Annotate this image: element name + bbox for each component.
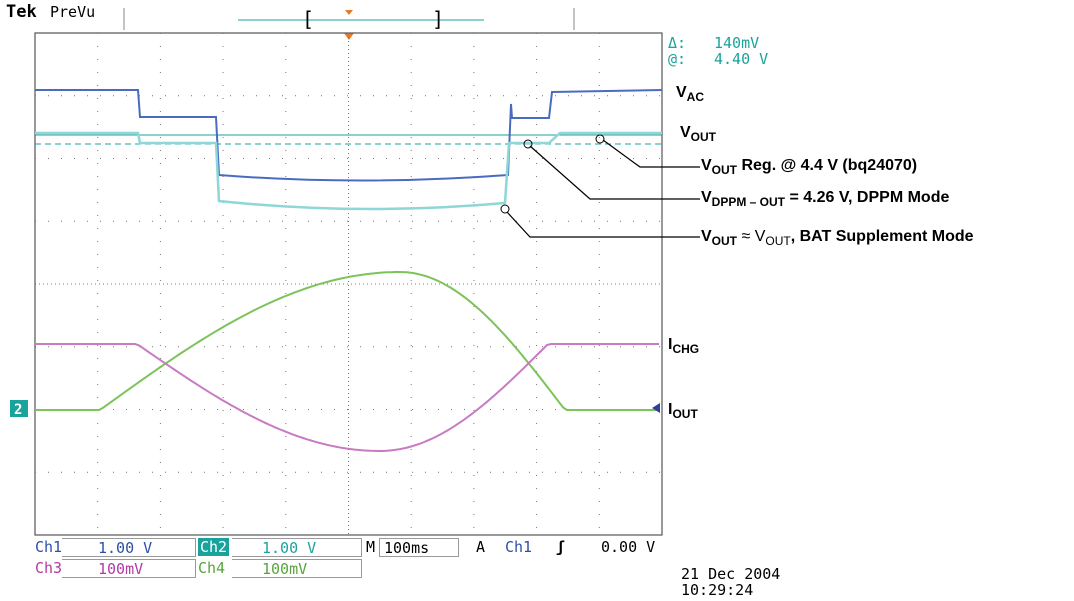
leader-circle-vdppm: [523, 139, 533, 149]
ch3-label[interactable]: Ch3: [35, 559, 63, 577]
channel2-ground-marker: [10, 400, 28, 417]
trigger-label: A: [476, 538, 486, 556]
trigger-position-marker: [345, 10, 353, 15]
label-ichg: ICHG: [668, 336, 700, 356]
timebase-label: M: [366, 538, 376, 556]
timebase-value[interactable]: 100ms: [379, 538, 459, 557]
ground-marker-label: 2: [14, 402, 22, 418]
ch1-label[interactable]: Ch1: [35, 538, 63, 556]
ch2-scale[interactable]: 1.00 V: [232, 538, 362, 557]
leader-circle-vout-reg: [595, 134, 605, 144]
trace-iout: [35, 271, 659, 411]
leader-line-vout-bat: [506, 211, 700, 238]
brand-label: Tek: [6, 2, 37, 22]
record-view-bracket-left: [: [302, 7, 314, 31]
at-label: @:: [668, 50, 687, 68]
delta-value: 140mV: [714, 34, 760, 52]
trigger-slope-icon[interactable]: ʃ: [556, 538, 566, 556]
trigger-marker-icon: [344, 33, 354, 40]
at-value: 4.40 V: [714, 50, 769, 68]
trace-ichg: [35, 343, 659, 452]
ch4-label[interactable]: Ch4: [198, 559, 226, 577]
label-vac: VAC: [676, 84, 705, 104]
date-label: 21 Dec 2004: [681, 565, 781, 583]
ch3-scale[interactable]: 100mV: [62, 559, 196, 578]
label-vout-bat: VOUT ≈ VOUT, BAT Supplement Mode: [701, 228, 974, 248]
trigger-level-arrow-icon: [652, 403, 660, 413]
time-label: 10:29:24: [681, 581, 754, 599]
label-vout: VOUT: [680, 124, 717, 144]
trigger-level[interactable]: 0.00 V: [601, 538, 656, 556]
delta-label: Δ:: [668, 34, 687, 52]
graticule-grid: [35, 33, 662, 535]
label-vdppm: VDPPM – OUT = 4.26 V, DPPM Mode: [701, 189, 950, 209]
ch4-scale[interactable]: 100mV: [232, 559, 362, 578]
record-view-bracket-right: ]: [432, 7, 444, 31]
trace-vout: [35, 131, 662, 211]
ch1-scale[interactable]: 1.00 V: [62, 538, 196, 557]
trigger-source[interactable]: Ch1: [505, 538, 533, 556]
leader-circle-vout-bat: [500, 204, 510, 214]
leader-line-vdppm: [529, 145, 700, 200]
label-iout: IOUT: [668, 401, 698, 421]
label-vout-reg: VOUT Reg. @ 4.4 V (bq24070): [701, 157, 918, 177]
leader-line-vout-reg: [602, 139, 700, 168]
ch2-label[interactable]: Ch2: [198, 538, 230, 556]
waveform-traces: [35, 89, 663, 452]
mode-label: PreVu: [50, 3, 96, 21]
